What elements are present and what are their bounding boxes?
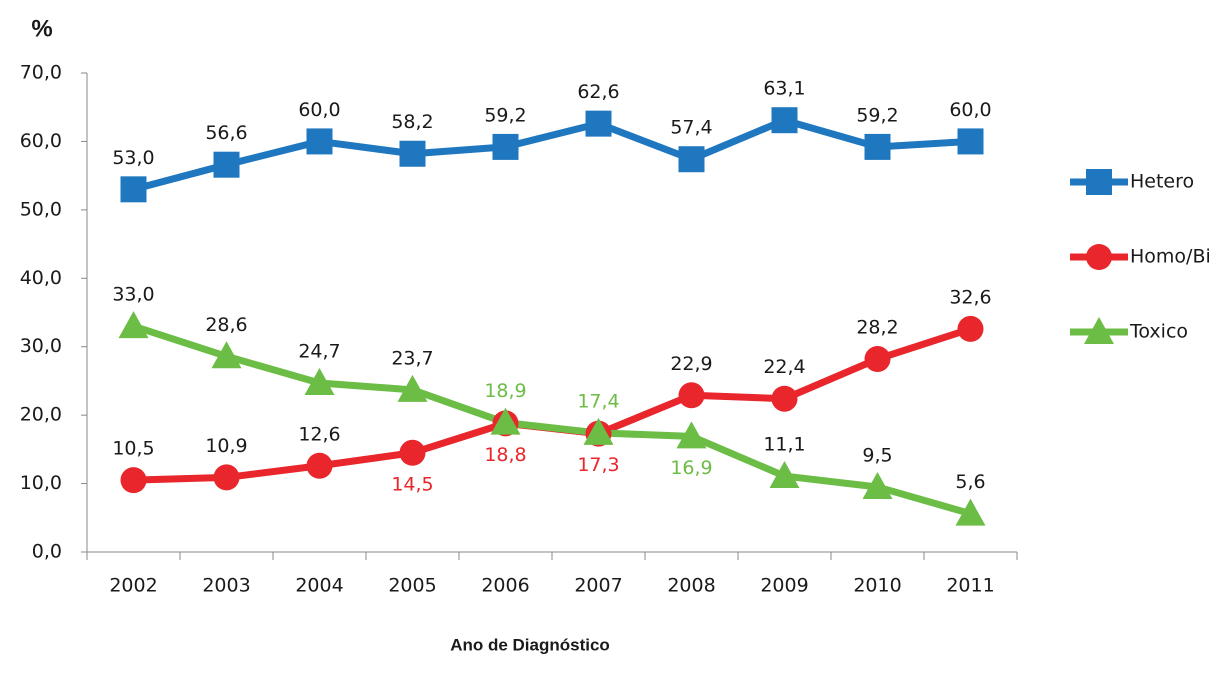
data-label: 28,6	[205, 314, 247, 336]
y-tick-label: 0,0	[32, 541, 62, 563]
x-tick-label: 2010	[853, 575, 901, 597]
data-label: 10,5	[112, 438, 154, 460]
x-tick-label: 2009	[760, 575, 808, 597]
data-label: 18,8	[484, 444, 526, 466]
data-label: 63,1	[763, 78, 805, 100]
marker	[306, 128, 333, 155]
marker	[118, 311, 149, 339]
marker	[585, 110, 612, 137]
x-tick-label: 2008	[667, 575, 715, 597]
marker	[957, 315, 984, 342]
data-label: 22,9	[670, 353, 712, 375]
x-tick-label: 2007	[574, 575, 622, 597]
y-axis-label: %	[31, 15, 52, 42]
data-label: 62,6	[577, 81, 619, 103]
data-label: 9,5	[862, 444, 892, 466]
marker	[213, 151, 240, 178]
y-tick-label: 30,0	[20, 335, 62, 357]
marker	[676, 421, 707, 449]
marker	[769, 461, 800, 489]
data-label: 57,4	[670, 117, 712, 139]
data-label: 56,6	[205, 122, 247, 144]
data-label: 14,5	[391, 473, 433, 495]
marker	[957, 128, 984, 155]
y-tick-label: 50,0	[20, 198, 62, 220]
marker	[771, 107, 798, 134]
series-line	[132, 116, 971, 193]
marker	[862, 471, 893, 499]
data-label: 53,0	[112, 147, 154, 169]
legend-label: Homo/Bi	[1130, 246, 1211, 268]
data-label: 28,2	[856, 317, 898, 339]
data-label: 22,4	[763, 356, 805, 378]
marker	[771, 385, 798, 412]
legend-marker	[1086, 244, 1112, 270]
x-tick-label: 2002	[109, 575, 157, 597]
marker	[397, 374, 428, 402]
marker	[864, 346, 891, 373]
data-label: 16,9	[670, 457, 712, 479]
marker	[678, 146, 705, 173]
y-tick-label: 40,0	[20, 267, 62, 289]
marker	[211, 341, 242, 369]
series-line	[133, 325, 972, 484]
x-tick-label: 2004	[295, 575, 343, 597]
x-axis-label: Ano de Diagnóstico	[450, 635, 610, 654]
x-tick-label: 2003	[202, 575, 250, 597]
marker	[306, 452, 333, 479]
marker	[490, 407, 521, 435]
marker	[583, 417, 614, 445]
data-label: 12,6	[298, 423, 340, 445]
legend-marker	[1084, 317, 1114, 344]
marker	[399, 140, 426, 167]
data-label: 24,7	[298, 340, 340, 362]
data-label: 10,9	[205, 435, 247, 457]
x-tick-label: 2006	[481, 575, 529, 597]
data-label: 58,2	[391, 111, 433, 133]
y-tick-label: 70,0	[20, 62, 62, 84]
marker	[304, 367, 335, 395]
legend-label: Hetero	[1130, 171, 1194, 193]
data-label: 60,0	[298, 99, 340, 121]
data-label: 17,4	[577, 390, 619, 412]
y-tick-label: 10,0	[20, 472, 62, 494]
data-label: 18,9	[484, 380, 526, 402]
marker	[120, 176, 147, 203]
legend-marker	[1086, 169, 1112, 195]
data-label: 17,3	[577, 454, 619, 476]
legend-label: Toxico	[1129, 321, 1188, 343]
data-label: 5,6	[955, 471, 985, 493]
y-tick-label: 60,0	[20, 130, 62, 152]
marker	[492, 133, 519, 160]
marker	[399, 439, 426, 466]
y-tick-label: 20,0	[20, 404, 62, 426]
data-label: 11,1	[763, 434, 805, 456]
data-label: 33,0	[112, 284, 154, 306]
marker	[864, 133, 891, 160]
marker	[955, 498, 986, 526]
data-label: 23,7	[391, 347, 433, 369]
x-tick-label: 2005	[388, 575, 436, 597]
x-tick-label: 2011	[946, 575, 994, 597]
marker	[678, 382, 705, 409]
marker	[213, 464, 240, 491]
data-label: 59,2	[856, 104, 898, 126]
series-line	[132, 322, 972, 518]
data-label: 60,0	[949, 99, 991, 121]
data-label: 32,6	[949, 286, 991, 308]
marker	[120, 467, 147, 494]
data-label: 59,2	[484, 104, 526, 126]
